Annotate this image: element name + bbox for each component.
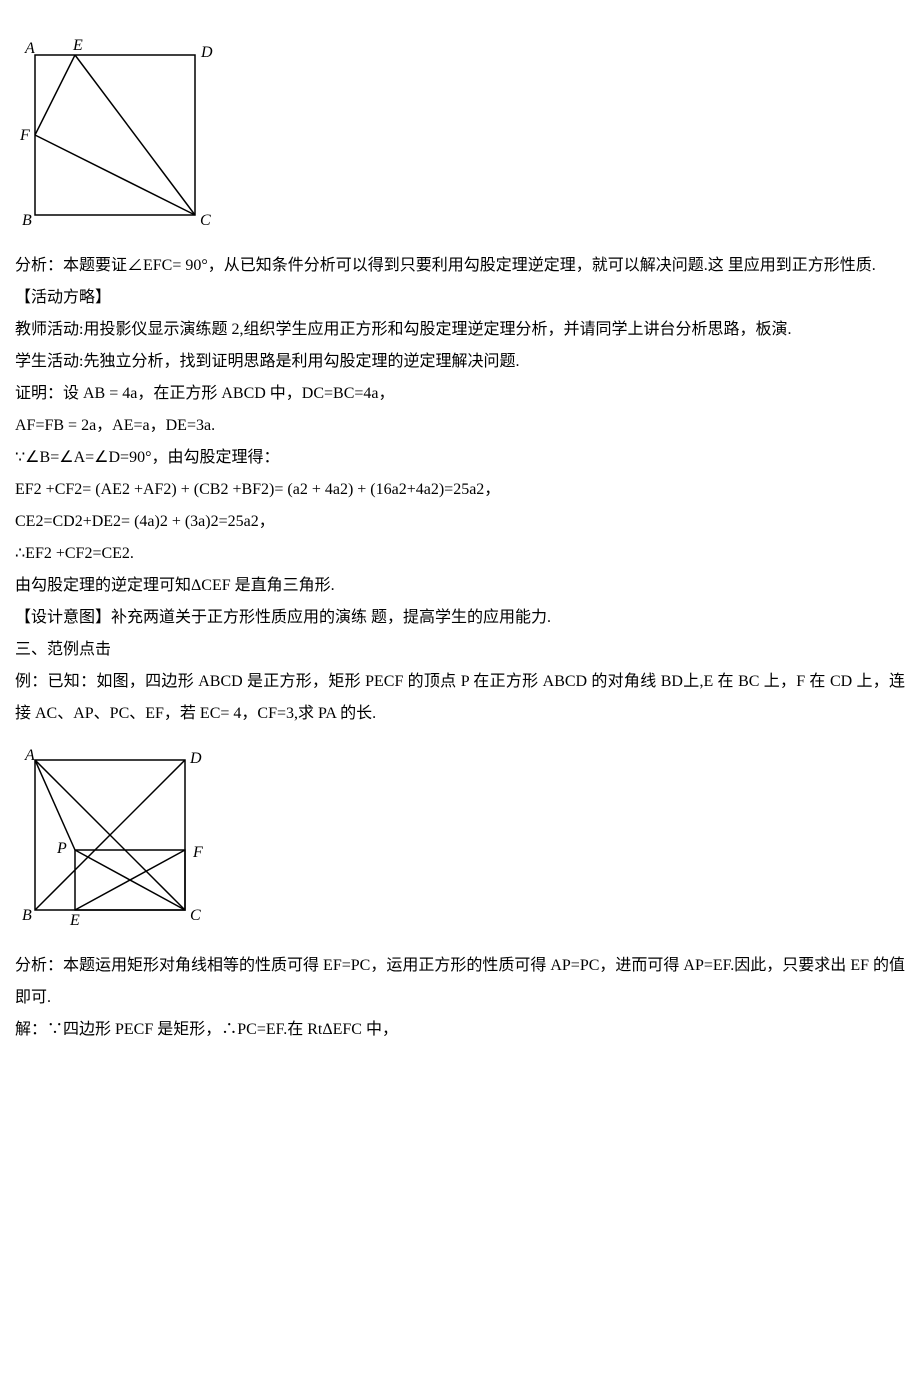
svg-text:B: B	[22, 907, 32, 924]
proof-line-1: 证明：设 AB = 4a，在正方形 ABCD 中，DC=BC=4a，	[15, 378, 905, 410]
proof-line-6: ∴EF2 +CF2=CE2.	[15, 538, 905, 570]
svg-text:B: B	[22, 212, 32, 225]
svg-text:D: D	[200, 44, 213, 61]
design-intent: 【设计意图】补充两道关于正方形性质应用的演练 题，提高学生的应用能力.	[15, 602, 905, 634]
section-heading: 三、范例点击	[15, 634, 905, 666]
svg-text:A: A	[24, 747, 35, 764]
svg-text:E: E	[69, 912, 80, 925]
svg-text:P: P	[56, 840, 67, 857]
figure-2: A D P F B E C	[15, 745, 905, 925]
svg-text:E: E	[72, 37, 83, 54]
svg-text:D: D	[189, 750, 202, 767]
proof-line-3: ∵∠B=∠A=∠D=90°，由勾股定理得：	[15, 442, 905, 474]
proof-line-2: AF=FB = 2a，AE=a，DE=3a.	[15, 410, 905, 442]
svg-text:C: C	[190, 907, 201, 924]
proof-conclusion: 由勾股定理的逆定理可知ΔCEF 是直角三角形.	[15, 570, 905, 602]
svg-text:C: C	[200, 212, 211, 225]
svg-text:A: A	[24, 40, 35, 57]
example-statement: 例：已知：如图，四边形 ABCD 是正方形，矩形 PECF 的顶点 P 在正方形…	[15, 666, 905, 730]
solution-start: 解：∵四边形 PECF 是矩形，∴PC=EF.在 RtΔEFC 中，	[15, 1014, 905, 1046]
svg-text:F: F	[19, 127, 30, 144]
student-activity: 学生活动:先独立分析，找到证明思路是利用勾股定理的逆定理解决问题.	[15, 346, 905, 378]
svg-text:F: F	[192, 844, 203, 861]
teacher-activity: 教师活动:用投影仪显示演练题 2,组织学生应用正方形和勾股定理逆定理分析，并请同…	[15, 314, 905, 346]
analysis-2: 分析：本题运用矩形对角线相等的性质可得 EF=PC，运用正方形的性质可得 AP=…	[15, 950, 905, 1014]
activity-heading: 【活动方略】	[15, 282, 905, 314]
analysis-text: 分析：本题要证∠EFC= 90°，从已知条件分析可以得到只要利用勾股定理逆定理，…	[15, 250, 905, 282]
proof-line-5: CE2=CD2+DE2= (4a)2 + (3a)2=25a2，	[15, 506, 905, 538]
proof-line-4: EF2 +CF2= (AE2 +AF2) + (CB2 +BF2)= (a2 +…	[15, 474, 905, 506]
figure-1: A E D F B C	[15, 35, 905, 225]
